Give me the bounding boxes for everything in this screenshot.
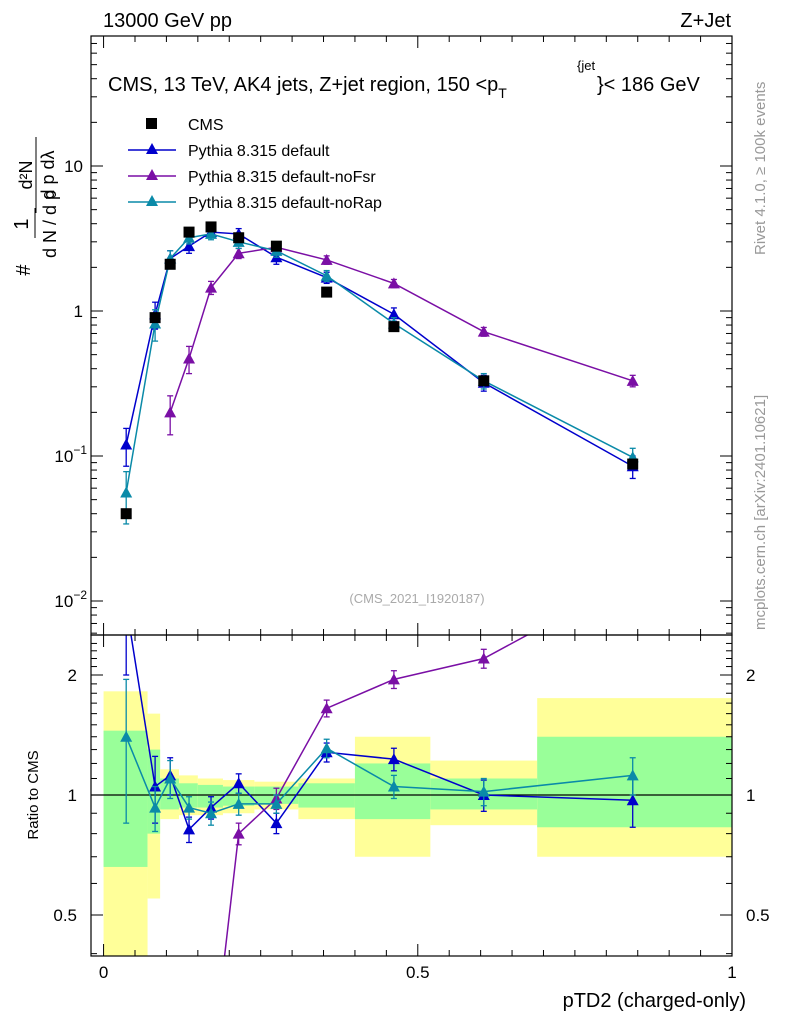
legend: CMS Pythia 8.315 default Pythia 8.315 de… xyxy=(128,117,382,212)
ratio-point-pythia-8-315-default-norap xyxy=(232,797,245,809)
main-line-pythia-8-315-default xyxy=(125,231,634,467)
main-point-pythia-8-315-default-nofsr xyxy=(205,281,218,293)
main-point-cms xyxy=(627,458,639,470)
main-y-tick-label: 10−1 xyxy=(54,443,87,466)
ratio-y-tick-label-right: 2 xyxy=(746,666,755,685)
ratio-point-pythia-8-315-default-nofsr xyxy=(387,673,400,685)
main-y-tick-label: 1 xyxy=(74,302,83,321)
svg-text:d N / d p: d N / d p xyxy=(40,190,60,258)
legend-label-default: Pythia 8.315 default xyxy=(188,143,330,160)
main-point-pythia-8-315-default xyxy=(387,308,400,320)
svg-text:1: 1 xyxy=(11,218,33,229)
main-point-cms xyxy=(164,258,176,270)
legend-label-cms: CMS xyxy=(188,117,224,134)
plot-title: CMS, 13 TeV, AK4 jets, Z+jet region, 150… xyxy=(108,74,507,101)
ratio-point-pythia-8-315-default-norap xyxy=(120,730,133,742)
rivet-label: Rivet 4.1.0, ≥ 100k events xyxy=(752,82,769,255)
plot-title-sub: T xyxy=(498,85,507,101)
ratio-y-tick-label-right: 1 xyxy=(746,786,755,805)
main-point-pythia-8-315-default-nofsr xyxy=(477,325,490,337)
mcplots-label: mcplots.cern.ch [arXiv:2401.10621] xyxy=(752,395,769,630)
x-axis-label: pTD2 (charged-only) xyxy=(563,990,746,1012)
legend-label-nofsr: Pythia 8.315 default-noFsr xyxy=(188,169,376,186)
main-point-cms xyxy=(149,312,161,324)
main-point-cms xyxy=(270,240,282,252)
ratio-point-pythia-8-315-default xyxy=(183,823,196,835)
ratio-point-pythia-8-315-default-norap xyxy=(270,797,283,809)
main-point-pythia-8-315-default-nofsr xyxy=(183,352,196,364)
ratio-y-tick-label: 2 xyxy=(68,666,77,685)
svg-text:#: # xyxy=(13,264,35,276)
uncertainty-band-green xyxy=(147,749,161,834)
ratio-y-tick-label: 0.5 xyxy=(53,906,77,925)
main-line-pythia-8-315-default-norap xyxy=(125,233,634,493)
ratio-point-pythia-8-315-default-nofsr xyxy=(477,652,490,664)
main-y-axis-label-2: d p dλ d²N xyxy=(16,137,58,213)
main-point-pythia-8-315-default-norap xyxy=(205,227,218,239)
ratio-point-pythia-8-315-default-nofsr xyxy=(320,702,333,714)
ratio-point-pythia-8-315-default-norap xyxy=(205,807,218,819)
ratio-point-pythia-8-315-default xyxy=(232,777,245,789)
main-point-cms xyxy=(183,226,195,238)
analysis-id: (CMS_2021_I1920187) xyxy=(349,591,484,606)
main-point-cms xyxy=(388,321,400,333)
ratio-x-tick-label: 1 xyxy=(727,963,736,982)
main-point-pythia-8-315-default xyxy=(183,240,196,252)
main-point-pythia-8-315-default xyxy=(120,438,133,450)
legend-marker-norap xyxy=(146,195,158,206)
ratio-point-pythia-8-315-default-norap xyxy=(183,801,196,813)
main-point-pythia-8-315-default-nofsr xyxy=(320,253,333,265)
main-y-tick-label: 10 xyxy=(64,157,83,176)
ratio-point-pythia-8-315-default-nofsr xyxy=(627,572,639,583)
svg-text:d p dλ: d p dλ xyxy=(38,150,58,199)
ratio-point-pythia-8-315-default xyxy=(120,599,132,610)
plot-title-main: CMS, 13 TeV, AK4 jets, Z+jet region, 150… xyxy=(108,74,498,96)
main-y-tick-label: 10−2 xyxy=(54,588,87,611)
main-point-pythia-8-315-default-norap xyxy=(320,269,333,281)
plot-title-end: }< 186 GeV xyxy=(597,74,701,96)
ratio-point-pythia-8-315-default xyxy=(626,794,639,806)
legend-marker-default xyxy=(146,143,158,154)
ratio-point-pythia-8-315-default-norap xyxy=(320,742,333,754)
header-process: Z+Jet xyxy=(680,10,731,32)
ratio-point-pythia-8-315-default-norap xyxy=(149,801,162,813)
ratio-y-axis-label: Ratio to CMS xyxy=(25,750,42,839)
ratio-y-tick-label: 1 xyxy=(68,786,77,805)
ratio-x-tick-label: 0 xyxy=(99,963,108,982)
main-point-pythia-8-315-default-nofsr xyxy=(164,406,177,418)
main-line-pythia-8-315-default-nofsr xyxy=(169,246,633,413)
ratio-point-pythia-8-315-default-nofsr xyxy=(232,827,245,839)
main-point-cms xyxy=(120,508,132,520)
ratio-point-pythia-8-315-default-norap xyxy=(164,772,177,784)
main-point-cms xyxy=(205,221,217,233)
legend-label-norap: Pythia 8.315 default-noRap xyxy=(188,195,382,212)
ratio-point-pythia-8-315-default xyxy=(387,753,400,765)
ratio-x-tick-label: 0.5 xyxy=(406,963,430,982)
main-point-pythia-8-315-default-nofsr xyxy=(387,277,400,289)
main-y-axis-label: # 1 d N / d p xyxy=(11,190,60,276)
plot-title-sup: {jet xyxy=(577,58,595,73)
main-point-pythia-8-315-default-norap xyxy=(120,486,133,498)
main-point-cms xyxy=(478,375,490,387)
legend-marker-cms xyxy=(146,118,157,129)
main-point-cms xyxy=(321,286,333,298)
legend-marker-nofsr xyxy=(146,169,158,180)
svg-text:d²N: d²N xyxy=(16,160,36,189)
ratio-y-tick-label-right: 0.5 xyxy=(746,906,770,925)
main-point-cms xyxy=(233,232,245,244)
ratio-point-pythia-8-315-default-norap xyxy=(477,785,490,797)
ratio-point-pythia-8-315-default-norap xyxy=(626,769,639,781)
main-point-pythia-8-315-default-nofsr xyxy=(232,247,245,259)
header-energy: 13000 GeV pp xyxy=(103,10,232,32)
main-point-pythia-8-315-default-nofsr xyxy=(626,374,639,386)
ratio-point-pythia-8-315-default xyxy=(270,817,283,829)
ratio-point-pythia-8-315-default-norap xyxy=(387,780,400,792)
